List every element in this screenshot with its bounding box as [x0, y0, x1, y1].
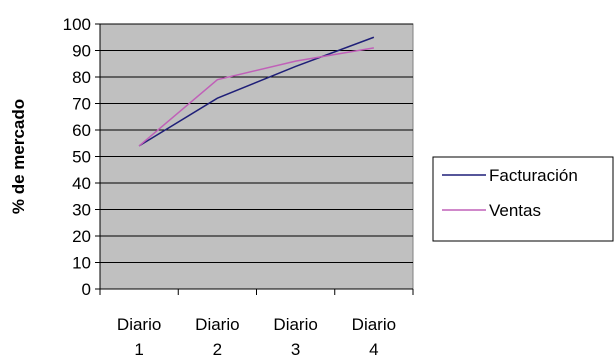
y-tick-label: 30 — [72, 201, 91, 220]
y-tick-label: 100 — [63, 15, 91, 34]
y-tick-label: 50 — [72, 148, 91, 167]
y-tick-label: 10 — [72, 254, 91, 273]
series-line — [138, 47, 375, 147]
y-axis-title: % de mercado — [9, 99, 28, 214]
x-tick-label: Diario 1 — [117, 315, 161, 359]
y-axis: 0 10 20 30 40 50 60 70 80 90 100 — [63, 15, 101, 299]
y-tick-label: 80 — [72, 68, 91, 87]
y-tick-label: 70 — [72, 95, 91, 114]
legend-label: Ventas — [489, 201, 541, 220]
plot-area — [99, 23, 414, 290]
y-tick-label: 40 — [72, 174, 91, 193]
y-tick-label: 90 — [72, 42, 91, 61]
y-tick-label: 60 — [72, 121, 91, 140]
x-tick-label: Diario 2 — [195, 315, 239, 359]
y-tick-label: 0 — [82, 280, 91, 299]
legend: Facturación Ventas — [432, 156, 614, 242]
legend-box — [432, 156, 614, 242]
y-tick-label: 20 — [72, 227, 91, 246]
series-lines — [138, 36, 375, 147]
x-axis: Diario 1 Diario 2 Diario 3 Diario 4 — [99, 288, 414, 359]
x-tick-label: Diario 3 — [273, 315, 317, 359]
series-line — [138, 36, 375, 147]
x-tick-label: Diario 4 — [352, 315, 396, 359]
legend-label: Facturación — [489, 166, 578, 185]
